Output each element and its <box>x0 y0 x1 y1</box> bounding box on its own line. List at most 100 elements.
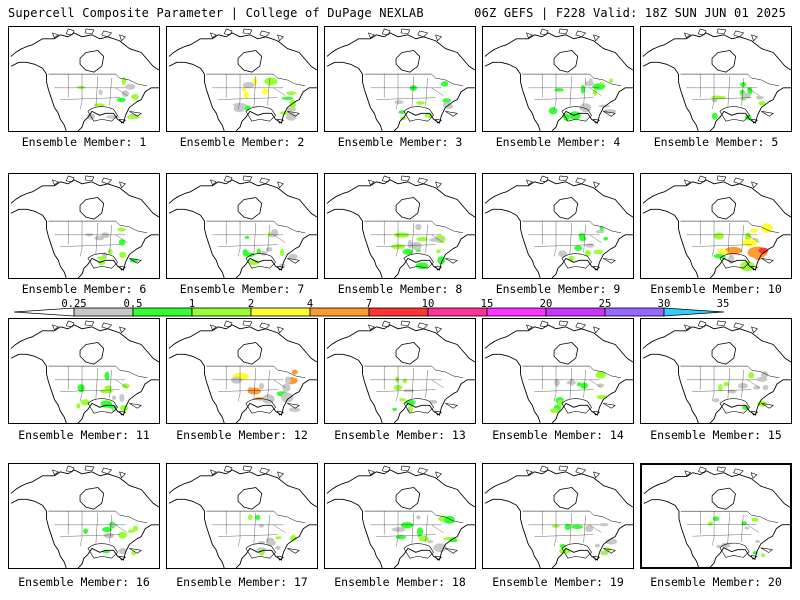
ensemble-member-label: Ensemble Member: 19 <box>492 575 624 589</box>
scp-contour-blob <box>585 525 594 533</box>
hudson-bay-outline <box>237 197 263 220</box>
scp-contour-blob <box>548 107 558 115</box>
scp-contour-blob <box>416 101 425 105</box>
arctic-islands <box>368 465 458 561</box>
coastline <box>10 32 159 131</box>
colorbar-segment <box>368 307 429 317</box>
scp-contour-blob <box>599 82 605 86</box>
gulf-outline <box>561 106 592 122</box>
hudson-bay-outline <box>395 50 421 73</box>
colorbar-segment <box>486 307 547 317</box>
us-canada-border <box>206 510 306 524</box>
colorbar-segment <box>191 307 252 317</box>
us-canada-border <box>680 220 780 234</box>
scp-contour-blob <box>580 84 585 94</box>
coastline <box>484 324 633 423</box>
scp-contour-blob <box>395 535 407 540</box>
scp-contour-blob <box>605 538 618 545</box>
scp-contour-blob <box>569 111 581 120</box>
scp-contour-blob <box>400 521 414 529</box>
ensemble-member-label: Ensemble Member: 10 <box>650 282 782 296</box>
scp-colorbar: 0.25 0.5 1 2 4 7 10 15 20 25 30 35 <box>14 299 730 317</box>
ensemble-member-label: Ensemble Member: 2 <box>179 135 305 149</box>
colorbar-tick-label: 35 <box>717 299 730 310</box>
scp-contour-blob <box>585 243 595 248</box>
scp-contour-blob <box>118 531 127 539</box>
ensemble-member-map-15 <box>640 318 792 424</box>
coastline <box>484 32 633 131</box>
scp-contour-blob <box>289 99 296 109</box>
scp-contour-blob <box>440 81 449 87</box>
ensemble-member-map-17 <box>166 463 318 569</box>
scp-contour-blob <box>121 77 127 86</box>
hudson-bay-outline <box>79 197 105 220</box>
scp-contour-blob <box>551 524 560 528</box>
scp-contour-blob <box>557 399 564 407</box>
scp-contour-blob <box>758 247 769 254</box>
scp-contour-blob <box>392 407 398 411</box>
scp-contour-blob <box>433 543 447 553</box>
state-borders <box>686 221 760 257</box>
arctic-islands <box>526 320 616 416</box>
scp-field <box>550 371 608 414</box>
coastline <box>10 469 159 568</box>
scp-contour-blob <box>742 405 749 410</box>
scp-contour-blob <box>584 80 594 87</box>
scp-contour-blob <box>117 227 126 232</box>
gulf-outline <box>87 398 118 414</box>
gulf-outline <box>245 398 276 414</box>
ensemble-member-map-8 <box>324 173 476 279</box>
arctic-islands <box>368 28 458 124</box>
ensemble-member-map-2 <box>166 26 318 132</box>
state-borders <box>370 221 444 257</box>
scp-contour-blob <box>442 98 451 103</box>
gulf-outline <box>403 253 434 269</box>
scp-contour-blob <box>407 239 413 249</box>
scp-contour-blob <box>131 550 137 556</box>
scp-contour-blob <box>741 521 747 526</box>
scp-contour-blob <box>595 230 605 234</box>
us-canada-border <box>522 73 622 87</box>
state-borders <box>54 366 128 402</box>
scp-contour-blob <box>718 249 729 255</box>
scp-contour-blob <box>711 95 724 100</box>
gulf-outline <box>245 106 276 122</box>
scp-contour-blob <box>253 77 258 86</box>
ensemble-member-map-20 <box>640 463 792 569</box>
ensemble-member-label: Ensemble Member: 4 <box>495 135 621 149</box>
coastline <box>642 179 791 278</box>
gulf-outline <box>87 106 118 122</box>
arctic-islands <box>368 175 458 271</box>
hudson-bay-outline <box>79 50 105 73</box>
scp-contour-blob <box>256 248 261 255</box>
hudson-bay-outline <box>395 487 421 510</box>
scp-contour-blob <box>94 235 105 241</box>
scp-contour-blob <box>127 529 135 534</box>
scp-contour-blob <box>747 87 753 95</box>
scp-contour-blob <box>723 381 729 387</box>
ensemble-member-map-18 <box>324 463 476 569</box>
scp-contour-blob <box>584 250 591 257</box>
hudson-bay-outline <box>553 197 579 220</box>
us-canada-border <box>364 220 464 234</box>
colorbar-tick-label: 1 <box>189 299 195 310</box>
scp-contour-blob <box>761 223 773 234</box>
arctic-islands <box>210 465 300 561</box>
scp-contour-blob <box>579 103 592 113</box>
us-canada-border <box>680 365 780 379</box>
scp-contour-blob <box>231 376 242 384</box>
scp-contour-blob <box>125 83 136 90</box>
scp-contour-blob <box>121 383 130 389</box>
scp-contour-blob <box>599 226 604 231</box>
scp-contour-blob <box>281 392 294 403</box>
ensemble-member-label: Ensemble Member: 7 <box>179 282 305 296</box>
scp-contour-blob <box>120 405 129 412</box>
scp-contour-blob <box>574 245 583 251</box>
hudson-bay-outline <box>553 50 579 73</box>
us-canada-border <box>522 510 622 524</box>
scp-contour-blob <box>394 232 410 238</box>
scp-contour-blob <box>244 235 250 239</box>
scp-contour-blob <box>724 246 742 255</box>
colorbar-segment <box>604 307 665 317</box>
scp-contour-blob <box>281 96 294 100</box>
